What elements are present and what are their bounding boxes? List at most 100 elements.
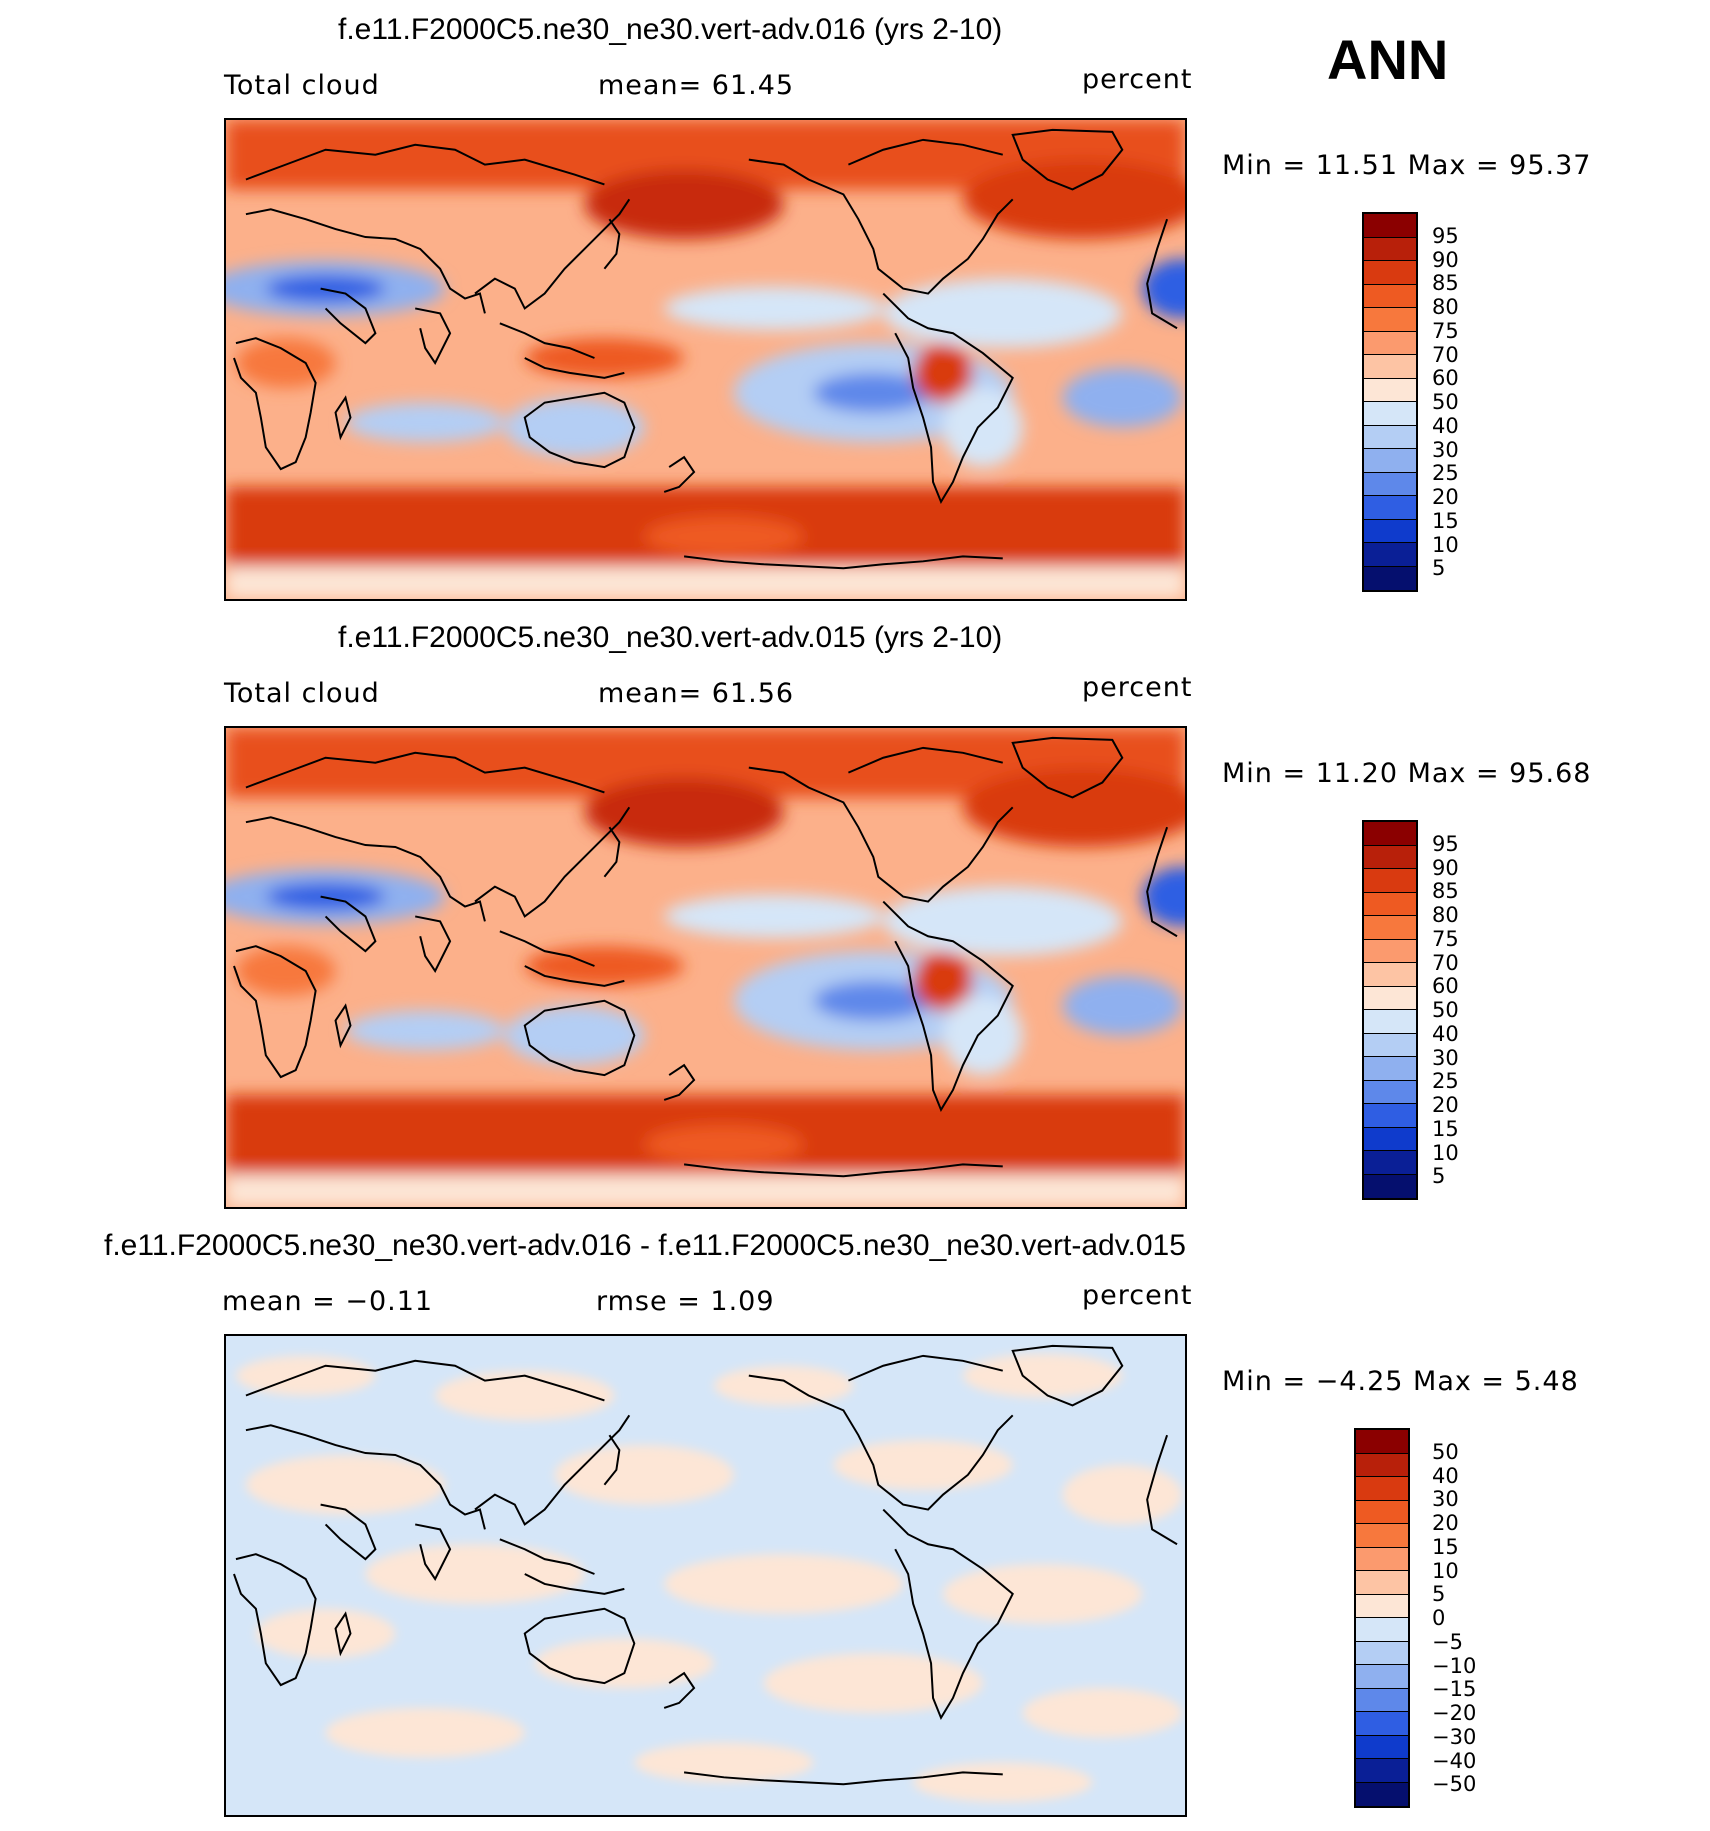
panel-2-minmax: Min = 11.20 Max = 95.68: [1222, 758, 1592, 789]
colorbar-swatch: [1364, 355, 1416, 379]
colorbar-tick-label: 10: [1432, 532, 1459, 557]
colorbar-swatch: [1356, 1759, 1408, 1783]
colorbar-swatch: [1364, 1104, 1416, 1128]
colorbar-tick-label: −40: [1432, 1748, 1477, 1773]
colorbar-tick-label: −20: [1432, 1701, 1477, 1725]
panel-2-map: [224, 726, 1187, 1209]
colorbar-tick-label: 30: [1432, 437, 1459, 462]
colorbar-swatch: [1356, 1500, 1408, 1524]
panel-3-minmax: Min = −4.25 Max = 5.48: [1222, 1366, 1579, 1397]
colorbar-tick-label: 70: [1432, 950, 1459, 975]
colorbar-swatch: [1356, 1453, 1408, 1477]
panel-2-map-field: [226, 728, 1185, 1207]
colorbar-tick-label: 40: [1432, 1021, 1459, 1046]
panel-3-colorbar: [1354, 1428, 1410, 1808]
colorbar-tick-label: 5: [1432, 556, 1446, 581]
panel-1-colorbar: [1362, 212, 1418, 592]
colorbar-swatch: [1356, 1571, 1408, 1595]
colorbar-swatch: [1356, 1547, 1408, 1571]
colorbar-swatch: [1364, 1080, 1416, 1104]
colorbar-swatch: [1364, 1057, 1416, 1081]
colorbar-tick-label: 20: [1432, 1093, 1459, 1117]
colorbar-swatch: [1364, 543, 1416, 567]
colorbar-swatch: [1356, 1430, 1408, 1454]
panel-3-rmse-label: rmse = 1.09: [596, 1286, 775, 1317]
colorbar-swatch: [1364, 963, 1416, 987]
colorbar-swatch: [1364, 1127, 1416, 1151]
colorbar-tick-label: 40: [1432, 413, 1459, 438]
panel-2-units-label: percent: [1082, 672, 1193, 703]
colorbar-tick-label: 0: [1432, 1606, 1446, 1630]
colorbar-tick-label: 90: [1432, 247, 1459, 272]
colorbar-tick-label: 5: [1432, 1164, 1446, 1189]
colorbar-tick-label: 20: [1432, 1511, 1459, 1535]
colorbar-swatch: [1356, 1688, 1408, 1712]
colorbar-swatch: [1364, 939, 1416, 963]
colorbar-swatch: [1364, 331, 1416, 355]
colorbar-swatch: [1364, 566, 1416, 590]
panel-1-mean-label: mean= 61.45: [598, 70, 795, 101]
colorbar-swatch: [1364, 845, 1416, 869]
colorbar-swatch: [1364, 986, 1416, 1010]
colorbar-tick-label: 50: [1432, 1439, 1459, 1464]
colorbar-tick-label: 15: [1432, 508, 1459, 533]
colorbar-tick-label: 50: [1432, 998, 1459, 1022]
colorbar-tick-label: 75: [1432, 926, 1459, 951]
colorbar-tick-label: 60: [1432, 974, 1459, 999]
colorbar-swatch: [1364, 519, 1416, 543]
colorbar-swatch: [1356, 1477, 1408, 1501]
colorbar-swatch: [1364, 1010, 1416, 1034]
panel-2-title: f.e11.F2000C5.ne30_ne30.vert-adv.015 (yr…: [338, 621, 1003, 654]
colorbar-swatch: [1364, 916, 1416, 940]
colorbar-tick-label: 5: [1432, 1582, 1446, 1607]
colorbar-swatch: [1364, 496, 1416, 520]
colorbar-swatch: [1364, 378, 1416, 402]
panel-2-colorbar: [1362, 820, 1418, 1200]
colorbar-tick-label: 85: [1432, 879, 1459, 904]
colorbar-swatch: [1356, 1712, 1408, 1736]
colorbar-tick-label: 20: [1432, 485, 1459, 509]
colorbar-tick-label: −10: [1432, 1653, 1477, 1678]
panel-1-units-label: percent: [1082, 64, 1193, 95]
colorbar-tick-label: 80: [1432, 295, 1459, 319]
colorbar-swatch: [1356, 1641, 1408, 1665]
panel-3-units-label: percent: [1082, 1280, 1193, 1311]
colorbar-tick-label: −30: [1432, 1724, 1477, 1749]
colorbar-tick-label: 80: [1432, 903, 1459, 927]
colorbar-tick-label: 25: [1432, 1069, 1459, 1094]
colorbar-swatch: [1364, 425, 1416, 449]
colorbar-swatch: [1364, 449, 1416, 473]
colorbar-swatch: [1364, 261, 1416, 285]
panel-3-mean-label: mean = −0.11: [222, 1286, 434, 1317]
colorbar-swatch: [1356, 1618, 1408, 1642]
colorbar-swatch: [1364, 892, 1416, 916]
panel-1-minmax: Min = 11.51 Max = 95.37: [1222, 150, 1592, 181]
colorbar-swatch: [1364, 402, 1416, 426]
colorbar-tick-label: 75: [1432, 318, 1459, 343]
colorbar-swatch: [1364, 1033, 1416, 1057]
colorbar-swatch: [1356, 1524, 1408, 1548]
colorbar-tick-label: 25: [1432, 461, 1459, 486]
panel-1-map: [224, 118, 1187, 601]
panel-1-title: f.e11.F2000C5.ne30_ne30.vert-adv.016 (yr…: [338, 13, 1003, 46]
colorbar-swatch: [1364, 308, 1416, 332]
colorbar-tick-label: 85: [1432, 271, 1459, 296]
colorbar-swatch: [1364, 1174, 1416, 1198]
colorbar-tick-label: 40: [1432, 1463, 1459, 1488]
colorbar-swatch: [1364, 822, 1416, 846]
colorbar-tick-label: 10: [1432, 1558, 1459, 1583]
season-label: ANN: [1327, 28, 1449, 91]
colorbar-swatch: [1356, 1665, 1408, 1689]
colorbar-tick-label: 30: [1432, 1045, 1459, 1070]
panel-3-title: f.e11.F2000C5.ne30_ne30.vert-adv.016 - f…: [104, 1229, 1186, 1262]
colorbar-swatch: [1364, 237, 1416, 261]
colorbar-tick-label: 90: [1432, 855, 1459, 880]
colorbar-tick-label: 95: [1432, 831, 1459, 856]
colorbar-swatch: [1364, 214, 1416, 238]
colorbar-tick-label: 50: [1432, 390, 1459, 414]
panel-1-variable-label: Total cloud: [224, 70, 380, 101]
colorbar-swatch: [1356, 1735, 1408, 1759]
panel-3-map: [224, 1334, 1187, 1817]
colorbar-tick-label: 70: [1432, 342, 1459, 367]
colorbar-tick-label: 95: [1432, 223, 1459, 248]
